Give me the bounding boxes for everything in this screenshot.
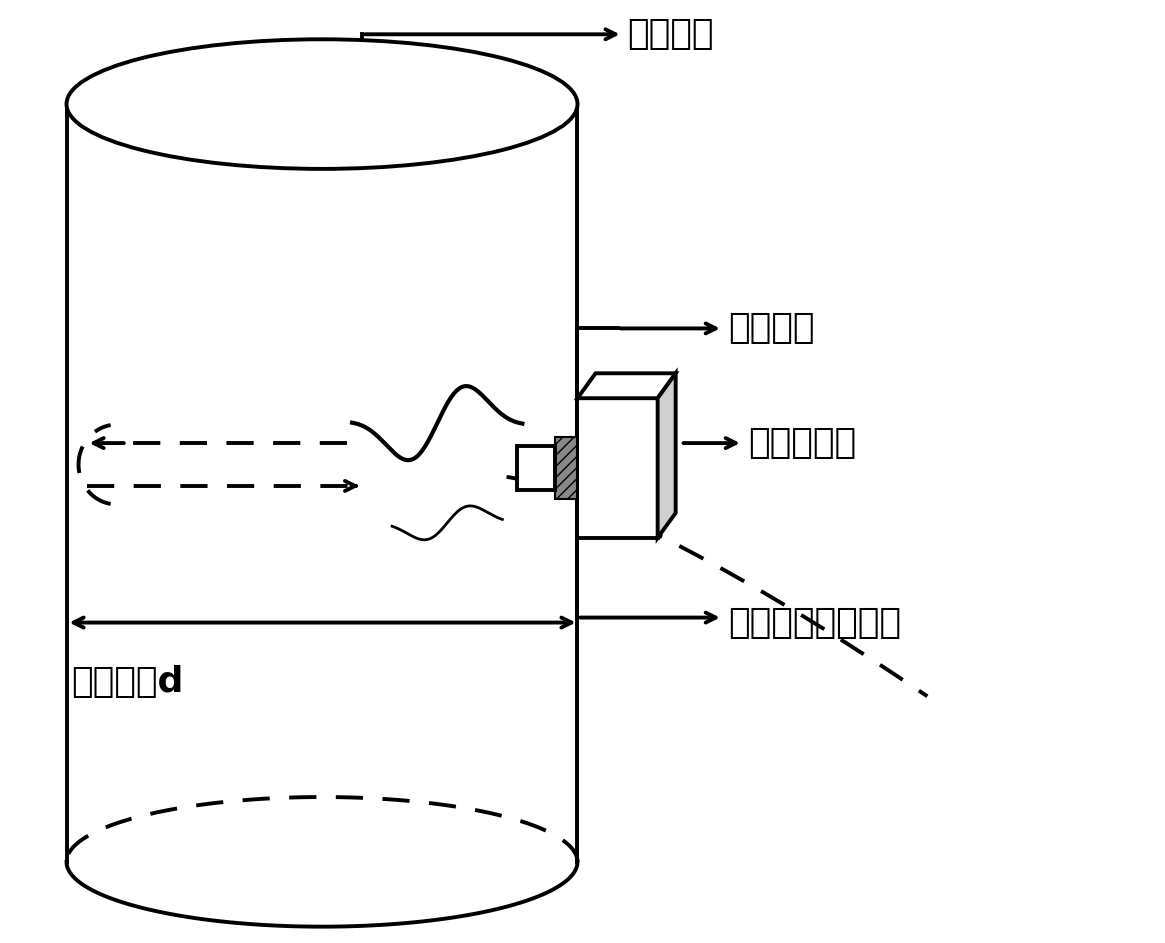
Bar <box>555 437 578 500</box>
Polygon shape <box>578 373 676 398</box>
Text: 发射脉冲: 发射脉冲 <box>728 311 814 345</box>
Bar <box>578 398 658 538</box>
Text: 检测厚度d: 检测厚度d <box>71 666 184 700</box>
Polygon shape <box>658 373 676 538</box>
Text: 边界反射脉冲接收: 边界反射脉冲接收 <box>728 605 901 639</box>
Text: 材料试块: 材料试块 <box>628 17 714 51</box>
Ellipse shape <box>66 40 578 169</box>
Bar <box>516 446 555 490</box>
Text: 超声波探头: 超声波探头 <box>748 426 856 460</box>
